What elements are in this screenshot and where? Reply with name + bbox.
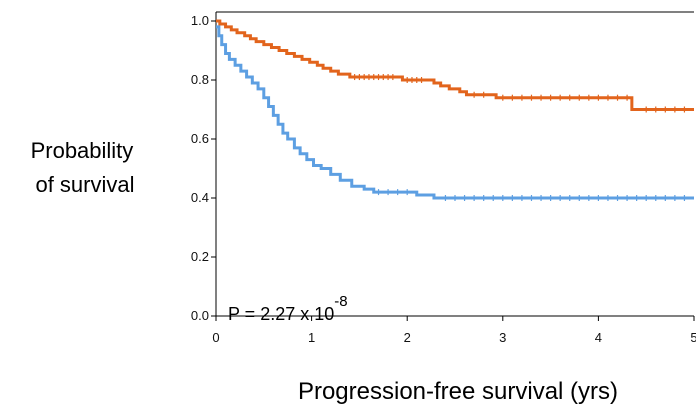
series-1: [216, 19, 694, 113]
x-tick-label: 1: [308, 330, 315, 345]
x-tick-label: 0: [212, 330, 219, 345]
x-tick-label: 4: [595, 330, 602, 345]
p-value-annotation: P = 2.27 x 10-8: [228, 293, 348, 324]
y-tick-label: 0.8: [191, 72, 209, 87]
y-tick-label: 0.0: [191, 308, 209, 323]
y-axis-title: Probability of survival: [31, 138, 140, 197]
y-tick-label: 0.4: [191, 190, 209, 205]
x-axis-title: Progression-free survival (yrs): [298, 378, 618, 405]
x-tick-label: 3: [499, 330, 506, 345]
y-axis-ticks: 0.0 0.2 0.4 0.6 0.8 1.0: [191, 13, 216, 323]
series-2: [216, 25, 694, 201]
plot-frame: [215, 11, 694, 317]
y-axis-title-line-2: of survival: [35, 172, 134, 197]
x-tick-label: 2: [404, 330, 411, 345]
series-2-line: [216, 25, 694, 200]
series-1-line: [216, 19, 694, 111]
y-tick-label: 0.6: [191, 131, 209, 146]
p-value-base: P = 2.27 x 10: [228, 304, 334, 324]
y-axis-title-line-1: Probability: [31, 138, 134, 163]
y-tick-label: 0.2: [191, 249, 209, 264]
series-layer: [216, 19, 694, 201]
p-value-exponent: -8: [334, 293, 347, 310]
x-axis-ticks: 0 1 2 3 4 5: [212, 316, 696, 345]
x-tick-label: 5: [690, 330, 696, 345]
y-tick-label: 1.0: [191, 13, 209, 28]
